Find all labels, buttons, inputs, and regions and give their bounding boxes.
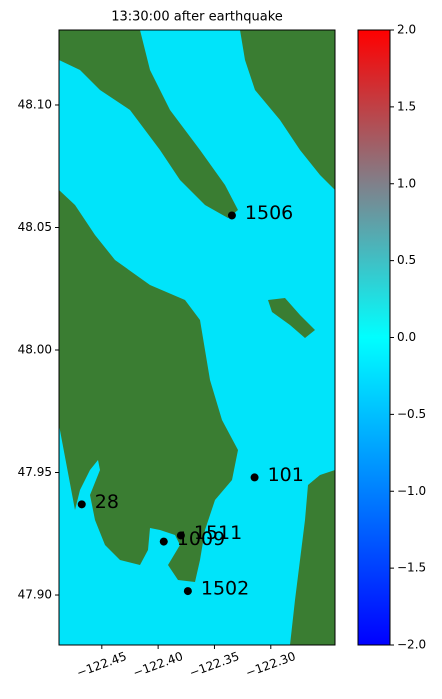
gauge-label: 1506: [245, 202, 293, 224]
land: [290, 470, 335, 645]
gauge-point: [183, 587, 192, 596]
gauge-label: 1502: [201, 578, 249, 600]
chart-title: 13:30:00 after earthquake: [111, 10, 283, 25]
colorbar-tick-label: −2.0: [397, 638, 426, 652]
gauge-point: [227, 211, 236, 220]
colorbar-tick-label: −1.5: [397, 561, 426, 575]
land: [240, 30, 335, 190]
y-tick-label: 48.00: [18, 342, 52, 356]
colorbar-tick-label: 0.0: [397, 330, 416, 344]
colorbar-tick-label: −1.0: [397, 484, 426, 498]
x-tick-label: −122.40: [131, 649, 185, 680]
land: [268, 298, 315, 338]
y-tick-label: 47.90: [18, 588, 52, 602]
x-tick-label: −122.45: [75, 649, 129, 680]
colorbar: [357, 29, 391, 646]
colorbar-tick-label: −0.5: [397, 407, 426, 421]
gauge-point: [159, 537, 168, 546]
gauge-label: 1009: [177, 528, 225, 550]
y-tick-label: 48.10: [18, 97, 52, 111]
colorbar-tick-label: 2.0: [397, 23, 416, 37]
gauge-point: [77, 500, 86, 509]
colorbar-tick-label: 1.0: [397, 176, 416, 190]
y-tick-label: 48.05: [18, 220, 52, 234]
axes-frame: [58, 29, 336, 646]
gauge-label: 1511: [194, 522, 242, 544]
x-tick-label: −122.30: [244, 649, 298, 680]
gauge-label: 101: [268, 464, 304, 486]
y-tick-label: 47.95: [18, 465, 52, 479]
gauge-point: [250, 473, 259, 482]
land: [59, 190, 238, 582]
land: [59, 30, 238, 218]
gauge-point: [176, 531, 185, 540]
colorbar-tick-label: 1.5: [397, 99, 416, 113]
gauge-label: 28: [95, 491, 119, 513]
x-tick-label: −122.35: [187, 649, 241, 680]
colorbar-tick-label: 0.5: [397, 253, 416, 267]
